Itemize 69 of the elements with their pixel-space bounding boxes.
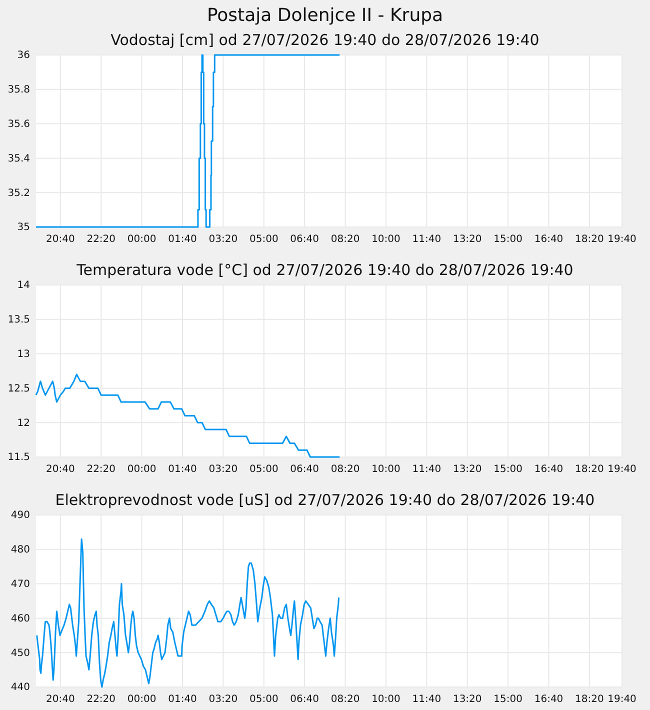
- x-tick-label: 16:40: [534, 464, 564, 476]
- x-tick-label: 08:20: [330, 234, 360, 246]
- x-tick-label: 11:40: [412, 694, 442, 706]
- line-series: [36, 538, 340, 688]
- x-tick-label: 15:00: [494, 234, 522, 246]
- y-tick-label: 12: [17, 418, 30, 429]
- x-tick-label: 08:20: [330, 464, 360, 476]
- y-tick-label: 12.5: [8, 383, 30, 394]
- x-tick-label: 19:40: [608, 234, 636, 246]
- x-tick-label: 00:00: [127, 694, 156, 706]
- x-tick-label: 13:20: [452, 694, 482, 706]
- chart-title: Elektroprevodnost vode [uS] od 27/07/2026 19:40 do 28/07/2026 19:40: [55, 491, 595, 509]
- x-tick-label: 16:40: [534, 234, 564, 246]
- x-tick-label: 05:00: [249, 464, 278, 476]
- x-tick-label: 01:40: [168, 464, 197, 476]
- x-tick-label: 03:20: [208, 464, 238, 476]
- chart-subtitle: Vodostaj [cm] od 27/07/2026 19:40 do 28/07/2026 19:40: [110, 31, 540, 49]
- x-tick-label: 03:20: [208, 234, 238, 246]
- x-tick-label: 06:40: [290, 694, 319, 706]
- x-tick-label: 13:20: [452, 234, 482, 246]
- y-tick-label: 35.8: [8, 84, 30, 96]
- line-series: [35, 374, 340, 458]
- x-tick-label: 20:40: [46, 694, 75, 706]
- x-tick-label: 10:00: [372, 464, 400, 476]
- x-tick-label: 22:20: [86, 694, 116, 706]
- y-tick-label: 13: [17, 349, 30, 360]
- x-tick-label: 01:40: [168, 234, 197, 246]
- x-tick-label: 15:00: [494, 464, 522, 476]
- x-tick-label: 20:40: [46, 234, 75, 246]
- x-tick-label: 16:40: [534, 694, 564, 706]
- chart-title: Temperatura vode [°C] od 27/07/2026 19:40 do 28/07/2026 19:40: [76, 261, 574, 279]
- y-tick-label: 450: [10, 648, 30, 659]
- x-tick-label: 18:20: [575, 694, 604, 706]
- x-tick-label: 13:20: [452, 464, 482, 476]
- y-tick-label: 35.2: [8, 188, 30, 199]
- chart-title: Postaja Dolenjce II - Krupa: [206, 5, 444, 26]
- x-tick-label: 11:40: [412, 464, 442, 476]
- y-tick-label: 35.6: [8, 119, 30, 130]
- y-tick-label: 14: [17, 280, 30, 292]
- x-tick-label: 10:00: [372, 234, 400, 246]
- x-tick-label: 18:20: [575, 234, 604, 246]
- x-tick-label: 05:00: [249, 234, 278, 246]
- x-tick-label: 06:40: [290, 464, 319, 476]
- x-tick-label: 06:40: [290, 234, 319, 246]
- x-tick-label: 05:00: [249, 694, 278, 706]
- x-tick-label: 10:00: [372, 694, 400, 706]
- x-tick-label: 22:20: [86, 234, 116, 246]
- x-tick-label: 08:20: [330, 694, 360, 706]
- x-tick-label: 22:20: [86, 464, 116, 476]
- x-tick-label: 03:20: [208, 694, 238, 706]
- y-tick-label: 440: [10, 682, 30, 694]
- x-tick-label: 11:40: [412, 234, 442, 246]
- x-tick-label: 00:00: [127, 464, 156, 476]
- x-tick-label: 19:40: [608, 464, 636, 476]
- x-tick-label: 00:00: [127, 234, 156, 246]
- y-tick-label: 35.4: [8, 153, 30, 164]
- x-tick-label: 20:40: [46, 464, 75, 476]
- y-tick-label: 11.5: [8, 452, 30, 464]
- x-tick-label: 15:00: [494, 694, 522, 706]
- y-tick-label: 460: [10, 613, 30, 624]
- y-tick-label: 35: [17, 222, 30, 234]
- x-tick-label: 01:40: [168, 694, 197, 706]
- y-tick-label: 470: [10, 579, 30, 590]
- y-tick-label: 36: [17, 50, 30, 62]
- x-tick-label: 18:20: [575, 464, 604, 476]
- y-tick-label: 480: [10, 544, 30, 556]
- x-tick-label: 19:40: [608, 694, 636, 706]
- y-tick-label: 490: [10, 510, 30, 522]
- y-tick-label: 13.5: [8, 314, 30, 326]
